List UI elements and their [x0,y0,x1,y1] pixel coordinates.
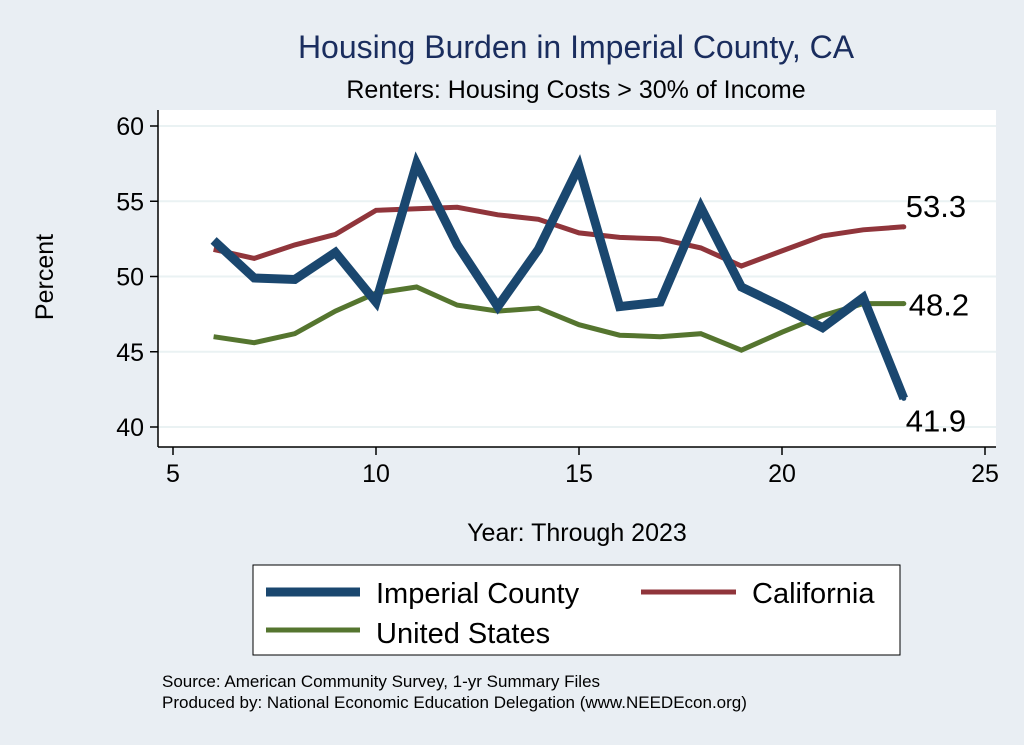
end-labels: 41.9 53.3 48.2 [906,189,969,439]
legend-label-united-states: United States [376,618,550,650]
chart-subtitle: Renters: Housing Costs > 30% of Income [346,76,805,104]
legend-label-imperial-county: Imperial County [376,578,580,610]
end-label-california: 53.3 [906,189,966,224]
legend-box [252,564,901,656]
end-point-california [901,224,907,230]
y-tick-label: 40 [116,414,144,442]
end-point-imperial-county [901,395,907,401]
x-axis-label: Year: Through 2023 [467,519,687,547]
legend-label-california: California [752,578,875,610]
end-label-imperial-county: 41.9 [906,403,966,438]
x-tick-label: 5 [166,460,180,488]
y-tick-label: 50 [116,264,144,292]
x-tick-label: 20 [768,460,796,488]
legend: Imperial County California United States [266,578,875,650]
chart-title: Housing Burden in Imperial County, CA [298,29,855,65]
end-label-united-states: 48.2 [909,288,969,323]
axes: 40 45 50 55 60 5 10 15 20 25 [116,110,999,488]
source-note: Source: American Community Survey, 1-yr … [162,672,600,691]
x-tick-label: 10 [362,460,390,488]
series-lines [210,151,908,401]
x-tick-label: 25 [971,460,999,488]
series-line-california [213,204,904,269]
series-line-united-states [213,284,904,353]
x-tick-label: 15 [565,460,593,488]
y-tick-label: 60 [116,113,144,141]
y-tick-label: 55 [116,188,144,216]
y-tick-label: 45 [116,339,144,367]
end-point-united-states [901,301,907,307]
series-line-imperial-county [210,151,908,401]
producer-note: Produced by: National Economic Education… [162,693,747,712]
y-axis-label: Percent [31,234,59,320]
